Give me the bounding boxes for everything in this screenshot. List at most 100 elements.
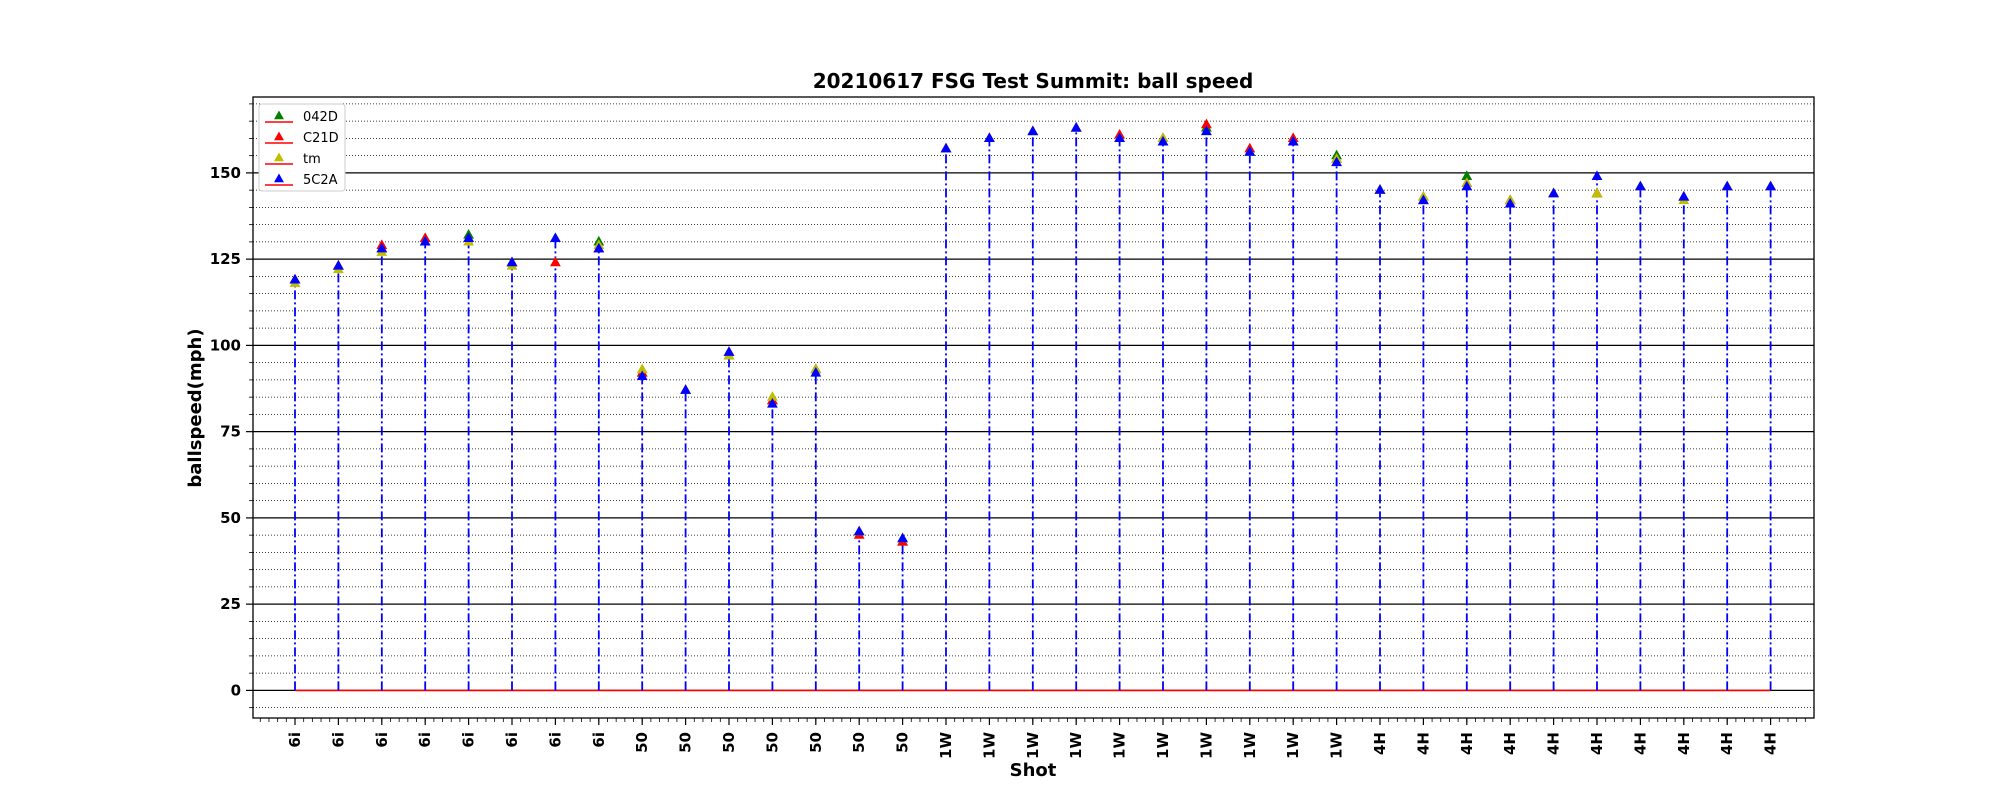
marker-5C2A [1331,156,1342,167]
y-tick-label: 50 [220,509,241,527]
marker-5C2A [289,273,301,284]
x-tick-label: 1W [1024,732,1042,759]
x-tick-label: 1W [1067,732,1085,759]
x-tick-label: 1W [1154,732,1172,759]
x-tick-label: 4H [1718,732,1736,755]
x-tick-label: 4H [1414,732,1432,755]
marker-5C2A [940,142,952,153]
x-tick-label: 6i [546,732,564,748]
x-tick-label: 6i [416,732,434,748]
marker-5C2A [1157,135,1169,146]
x-tick-label: 6i [286,732,304,748]
x-tick-label: 4H [1675,732,1693,755]
y-tick-label: 75 [220,423,241,441]
marker-5C2A [1418,194,1429,205]
x-tick-label: 1W [1111,732,1129,759]
legend-label: 5C2A [303,173,338,188]
x-tick-label: 4H [1371,732,1389,755]
x-tick-label: 1W [980,732,998,759]
tick-layer: 0 25 50 75 100 125 150 6i 6i 6i 6i 6i 6i 6i 6i 50 50 50 50… [210,103,1806,759]
marker-tm [767,391,778,401]
marker-5C2A [1721,180,1733,191]
y-tick-label: 0 [231,681,241,699]
marker-5C2A [550,232,561,243]
marker-5C2A [1070,122,1082,132]
marker-5C2A [1374,184,1386,194]
x-axis-label: Shot [1010,760,1057,781]
x-tick-label: 50 [850,732,868,753]
y-tick-label: 25 [220,595,241,613]
marker-C21D [1201,118,1212,129]
x-tick-label: 50 [763,732,781,753]
marker-5C2A [1461,180,1473,191]
x-tick-label: 1W [1197,732,1215,759]
x-tick-label: 6i [503,732,521,748]
marker-5C2A [1201,125,1212,136]
x-tick-label: 1W [1284,732,1302,759]
x-tick-label: 1W [1241,732,1259,759]
marker-5C2A [767,398,778,408]
x-tick-label: 50 [677,732,695,753]
x-tick-label: 6i [460,732,478,748]
marker-5C2A [1027,125,1039,136]
plot-frame [252,96,1815,719]
x-tick-label: 4H [1501,732,1519,755]
marker-5C2A [1548,187,1559,198]
legend-marker [274,131,284,141]
marker-5C2A [1765,180,1776,191]
x-tick-label: 6i [373,732,391,748]
marker-tm [1591,187,1603,198]
marker-5C2A [984,132,995,142]
marker-5C2A [1591,170,1603,180]
x-tick-label: 4H [1588,732,1606,755]
marker-5C2A [506,256,518,267]
marker-5C2A [1504,197,1516,208]
marker-5C2A [1678,191,1690,201]
marker-layer [289,118,1776,546]
marker-5C2A [853,525,865,536]
x-tick-label: 50 [807,732,825,753]
x-tick-label: 4H [1458,732,1476,755]
x-tick-label: 1W [1328,732,1346,759]
x-tick-label: 1W [937,732,955,759]
chart-title: 20210617 FSG Test Summit: ball speed [813,69,1254,93]
y-tick-label: 150 [210,164,241,182]
x-tick-label: 4H [1631,732,1649,755]
marker-5C2A [1114,132,1125,142]
x-tick-label: 50 [894,732,912,753]
x-tick-label: 4H [1545,732,1563,755]
x-tick-label: 50 [633,732,651,753]
legend-marker [274,110,284,120]
stem-layer [294,124,1772,692]
legend-box [258,103,346,192]
legend: 042D C21D tm 5C2A [258,103,346,192]
x-tick-label: 6i [329,732,347,748]
marker-042D [1461,170,1473,180]
marker-5C2A [376,242,388,253]
marker-5C2A [1635,180,1646,191]
legend-marker [274,173,284,183]
x-tick-label: 4H [1762,732,1780,755]
marker-5C2A [419,235,431,246]
y-axis-label: ballspeed(mph) [185,328,206,487]
marker-5C2A [1287,135,1299,146]
marker-5C2A [810,367,822,377]
legend-marker [274,152,284,162]
marker-C21D [550,256,561,267]
y-tick-label: 125 [210,250,241,268]
x-tick-label: 50 [720,732,738,753]
marker-5C2A [593,242,605,253]
marker-5C2A [897,532,908,543]
legend-label: tm [303,152,321,167]
marker-5C2A [463,232,474,243]
y-tick-label: 100 [210,336,241,354]
marker-tm [636,363,648,374]
x-tick-label: 6i [590,732,608,748]
legend-label: 042D [303,110,338,125]
marker-5C2A [723,346,735,356]
marker-5C2A [1244,146,1256,156]
marker-5C2A [636,370,648,381]
marker-5C2A [680,384,691,394]
axes-layer [252,96,1815,719]
